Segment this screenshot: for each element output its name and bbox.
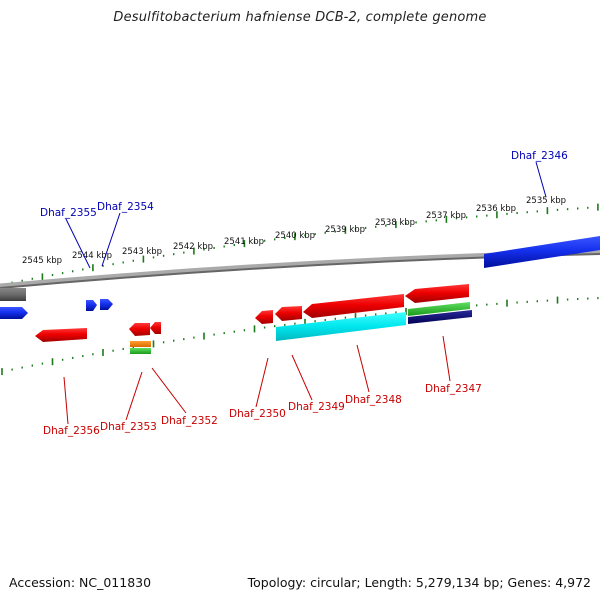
ruler-labels: 2545 kbp 2544 kbp 2543 kbp 2542 kbp 2541… [22,196,566,266]
ruler-label: 2535 kbp [526,196,566,206]
label-dhaf-2354[interactable]: Dhaf_2354 [97,201,154,213]
label-dhaf-2350[interactable]: Dhaf_2350 [229,408,286,420]
label-dhaf-2346[interactable]: Dhaf_2346 [511,150,568,162]
leader-dhaf-2347 [442,335,451,382]
gene-labels: Dhaf_2346 Dhaf_2355 Dhaf_2354 Dhaf_2356 … [40,150,568,437]
leader-dhaf-2349 [291,354,313,401]
outer-tick-ring [1,203,599,286]
gene-dhaf-2347-red[interactable] [405,284,469,303]
leader-dhaf-2355 [65,218,91,269]
reverse-genes [35,284,472,354]
ruler-label: 2545 kbp [22,256,62,266]
ruler-label: 2538 kbp [375,218,415,228]
gene-blue-left[interactable] [0,307,28,319]
gene-dhaf-2348-red[interactable] [303,294,404,318]
gene-dhaf-2349[interactable] [275,306,302,321]
gene-dhaf-2348-cyan[interactable] [276,312,406,341]
gene-grey-left[interactable] [0,288,26,301]
leader-dhaf-2354 [101,212,121,267]
ruler-label: 2543 kbp [122,247,162,257]
label-dhaf-2356[interactable]: Dhaf_2356 [43,425,100,437]
label-dhaf-2352[interactable]: Dhaf_2352 [161,415,218,427]
ruler-label: 2544 kbp [72,251,112,261]
leader-dhaf-2353 [125,371,143,421]
label-dhaf-2347[interactable]: Dhaf_2347 [425,383,482,395]
map-title: Desulfitobacterium hafniense DCB-2, comp… [113,10,487,25]
leader-dhaf-2348 [356,344,370,393]
label-dhaf-2349[interactable]: Dhaf_2349 [288,401,345,413]
label-dhaf-2353[interactable]: Dhaf_2353 [100,421,157,433]
label-dhaf-2348[interactable]: Dhaf_2348 [345,394,402,406]
accession-text: Accession: NC_011830 [9,575,152,590]
gene-green-feature[interactable] [130,348,151,354]
leader-dhaf-2346 [535,161,547,198]
gene-dhaf-2355[interactable] [86,300,97,311]
ruler-label: 2539 kbp [325,225,365,235]
genome-summary-text: Topology: circular; Length: 5,279,134 bp… [247,575,591,590]
ruler-label: 2536 kbp [476,204,516,214]
ruler-label: 2542 kbp [173,242,213,252]
label-dhaf-2355[interactable]: Dhaf_2355 [40,207,97,219]
ruler-label: 2540 kbp [275,231,315,241]
gene-orange-feature[interactable] [130,341,151,347]
ruler-label: 2537 kbp [426,211,466,221]
leader-dhaf-2356 [63,376,69,425]
gene-dhaf-2354[interactable] [100,299,113,310]
leader-dhaf-2352 [151,367,187,414]
leader-lines [63,161,547,425]
gene-navy-bar[interactable] [408,310,472,324]
forward-genes [0,236,600,319]
gene-dhaf-2356[interactable] [35,328,87,342]
gene-dhaf-2353[interactable] [129,323,150,336]
ruler-label: 2541 kbp [224,237,264,247]
gene-dhaf-2346[interactable] [484,236,600,268]
leader-dhaf-2350 [255,357,269,408]
gene-dhaf-2352[interactable] [150,322,161,334]
gene-green-bar[interactable] [408,302,470,316]
gene-dhaf-2350[interactable] [255,310,273,324]
